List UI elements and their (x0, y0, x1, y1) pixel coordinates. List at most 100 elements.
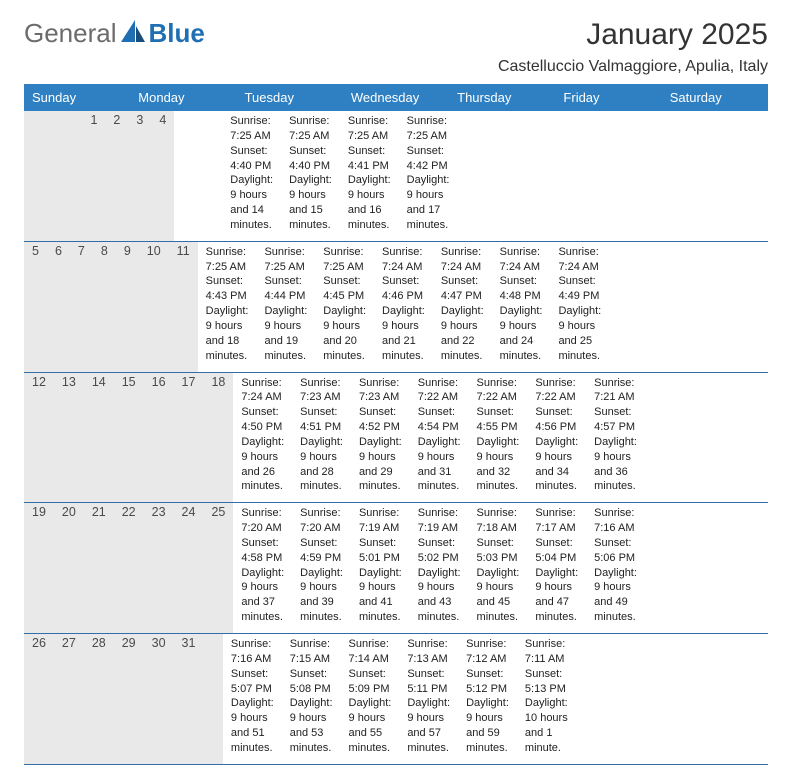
daylight-text-1: Daylight: 9 hours (535, 566, 578, 596)
calendar-week: 262728293031 Sunrise: 7:16 AMSunset: 5:0… (24, 634, 768, 765)
day-detail: Sunrise: 7:25 AMSunset: 4:41 PMDaylight:… (340, 111, 399, 241)
daylight-text-1: Daylight: 9 hours (264, 304, 307, 334)
daylight-text-1: Daylight: 9 hours (594, 435, 637, 465)
day-detail: Sunrise: 7:20 AMSunset: 4:59 PMDaylight:… (292, 503, 351, 633)
sunrise-text: Sunrise: 7:18 AM (477, 506, 520, 536)
daylight-text-2: and 21 minutes. (382, 334, 425, 364)
sunset-text: Sunset: 4:47 PM (441, 274, 484, 304)
sunset-text: Sunset: 5:06 PM (594, 536, 637, 566)
sunrise-text: Sunrise: 7:13 AM (407, 637, 450, 667)
brand-logo: General Blue (24, 18, 205, 49)
day-number-row: 567891011 (24, 242, 198, 372)
daylight-text-1: Daylight: 9 hours (558, 304, 601, 334)
day-detail-row: Sunrise: 7:25 AMSunset: 4:40 PMDaylight:… (174, 111, 457, 241)
daylight-text-2: and 31 minutes. (418, 465, 461, 495)
calendar-week: 12131415161718Sunrise: 7:24 AMSunset: 4:… (24, 373, 768, 504)
sunset-text: Sunset: 4:45 PM (323, 274, 366, 304)
day-detail: Sunrise: 7:11 AMSunset: 5:13 PMDaylight:… (517, 634, 576, 764)
sunset-text: Sunset: 4:44 PM (264, 274, 307, 304)
day-detail: Sunrise: 7:15 AMSunset: 5:08 PMDaylight:… (282, 634, 341, 764)
sunset-text: Sunset: 4:46 PM (382, 274, 425, 304)
day-detail: Sunrise: 7:18 AMSunset: 5:03 PMDaylight:… (469, 503, 528, 633)
daylight-text-1: Daylight: 9 hours (418, 566, 461, 596)
day-number: 8 (93, 242, 116, 372)
daylight-text-1: Daylight: 9 hours (206, 304, 249, 334)
day-number: 23 (144, 503, 174, 633)
sunrise-text: Sunrise: 7:14 AM (349, 637, 392, 667)
daylight-text-1: Daylight: 9 hours (231, 696, 274, 726)
sunrise-text: Sunrise: 7:19 AM (418, 506, 461, 536)
daylight-text-1: Daylight: 9 hours (382, 304, 425, 334)
day-detail: Sunrise: 7:22 AMSunset: 4:55 PMDaylight:… (469, 373, 528, 503)
sunrise-text: Sunrise: 7:25 AM (323, 245, 366, 275)
daylight-text-2: and 19 minutes. (264, 334, 307, 364)
daylight-text-1: Daylight: 9 hours (241, 435, 284, 465)
calendar-week: 19202122232425 Sunrise: 7:20 AMSunset: 4:… (24, 503, 768, 634)
sunset-text: Sunset: 5:13 PM (525, 667, 568, 697)
day-number: 11 (169, 242, 198, 372)
sunrise-text: Sunrise: 7:12 AM (466, 637, 509, 667)
sunrise-text: Sunrise: 7:21 AM (594, 376, 637, 406)
day-number: 9 (116, 242, 139, 372)
day-detail (206, 111, 222, 241)
sunrise-text: Sunrise: 7:20 AM (300, 506, 343, 536)
day-detail: Sunrise: 7:25 AMSunset: 4:42 PMDaylight:… (399, 111, 458, 241)
sunset-text: Sunset: 4:55 PM (477, 405, 520, 435)
day-detail: Sunrise: 7:25 AMSunset: 4:44 PMDaylight:… (256, 242, 315, 372)
day-header: Monday (130, 84, 236, 111)
daylight-text-2: and 28 minutes. (300, 465, 343, 495)
daylight-text-2: and 34 minutes. (535, 465, 578, 495)
daylight-text-1: Daylight: 9 hours (290, 696, 333, 726)
daylight-text-2: and 59 minutes. (466, 726, 509, 756)
day-number: 6 (47, 242, 70, 372)
daylight-text-2: and 55 minutes. (349, 726, 392, 756)
daylight-text-1: Daylight: 9 hours (359, 435, 402, 465)
sunrise-text: Sunrise: 7:25 AM (348, 114, 391, 144)
day-number: 29 (114, 634, 144, 764)
day-number: 4 (151, 111, 174, 241)
page-subtitle: Castelluccio Valmaggiore, Apulia, Italy (498, 58, 768, 76)
sunset-text: Sunset: 4:49 PM (558, 274, 601, 304)
sunrise-text: Sunrise: 7:25 AM (264, 245, 307, 275)
day-number-row: 19202122232425 (24, 503, 233, 633)
brand-part2: Blue (149, 18, 205, 49)
day-number: 17 (174, 373, 204, 503)
sunrise-text: Sunrise: 7:11 AM (525, 637, 568, 667)
day-number: 14 (84, 373, 114, 503)
sunset-text: Sunset: 5:03 PM (477, 536, 520, 566)
sunrise-text: Sunrise: 7:24 AM (500, 245, 543, 275)
day-detail: Sunrise: 7:23 AMSunset: 4:52 PMDaylight:… (351, 373, 410, 503)
day-number: 10 (139, 242, 169, 372)
day-detail (190, 111, 206, 241)
day-detail: Sunrise: 7:22 AMSunset: 4:56 PMDaylight:… (527, 373, 586, 503)
calendar-week: 567891011 Sunrise: 7:25 AM Sunset: 4:43 PM… (24, 242, 768, 373)
sunset-text: Sunset: 4:42 PM (407, 144, 450, 174)
daylight-text-1: Daylight: 9 hours (289, 173, 332, 203)
sunset-text: Sunset: 4:43 PM (206, 274, 249, 304)
day-detail: Sunrise: 7:17 AMSunset: 5:04 PMDaylight:… (527, 503, 586, 633)
day-number: 22 (114, 503, 144, 633)
day-number (63, 111, 82, 241)
day-detail: Sunrise: 7:25 AMSunset: 4:40 PMDaylight:… (281, 111, 340, 241)
day-header: Tuesday (237, 84, 343, 111)
day-number (203, 634, 222, 764)
daylight-text-2: and 25 minutes. (558, 334, 601, 364)
day-number: 1 (82, 111, 105, 241)
day-header: Saturday (662, 84, 768, 111)
day-number: 3 (128, 111, 151, 241)
sunrise-text: Sunrise: 7:24 AM (441, 245, 484, 275)
day-number: 7 (70, 242, 93, 372)
daylight-text-2: and 51 minutes. (231, 726, 274, 756)
calendar: Sunday Monday Tuesday Wednesday Thursday… (24, 84, 768, 765)
day-number-row: 262728293031 (24, 634, 223, 764)
daylight-text-1: Daylight: 9 hours (477, 435, 520, 465)
sunrise-text: Sunrise: 7:24 AM (241, 376, 284, 406)
sunrise-text: Sunrise: 7:25 AM (289, 114, 332, 144)
page-header: General Blue January 2025 Castelluccio V… (24, 18, 768, 76)
day-number: 12 (24, 373, 54, 503)
day-detail: Sunrise: 7:23 AMSunset: 4:51 PMDaylight:… (292, 373, 351, 503)
daylight-text-2: and 39 minutes. (300, 595, 343, 625)
day-detail: Sunrise: 7:12 AMSunset: 5:12 PMDaylight:… (458, 634, 517, 764)
sunrise-text: Sunrise: 7:22 AM (477, 376, 520, 406)
day-number (43, 111, 62, 241)
